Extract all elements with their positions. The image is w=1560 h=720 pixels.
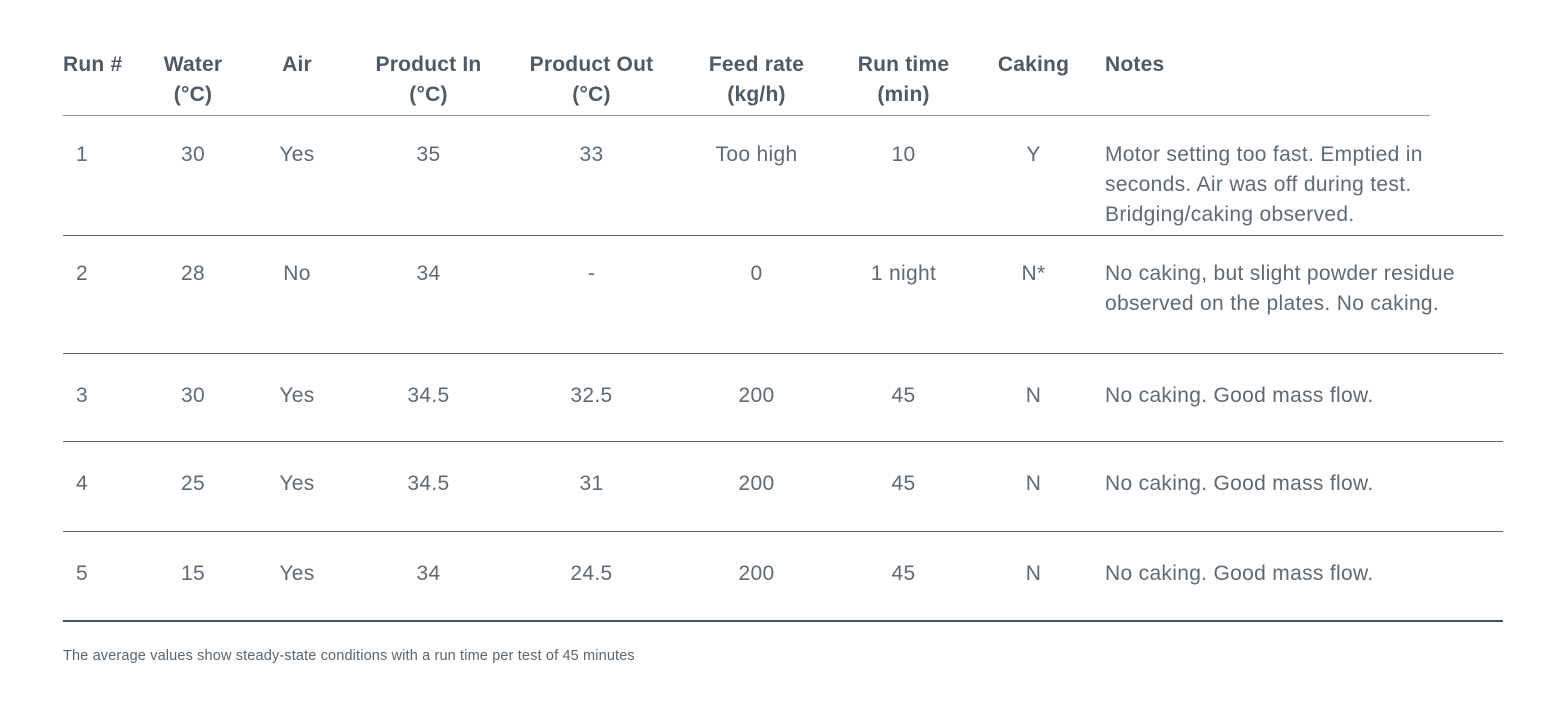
cell-feed-rate: 0: [750, 261, 763, 285]
cell-water: 30: [181, 143, 205, 166]
cell-caking: Y: [1026, 143, 1041, 166]
cell-notes: Motor setting too fast. Emptied in secon…: [1105, 143, 1423, 226]
table-body: 1 30 Yes 35 33 Too high 10 Y Motor setti…: [63, 117, 1503, 621]
column-label: Water: [163, 53, 223, 76]
column-unit: (°C): [409, 83, 448, 106]
column-header-caking: Caking: [967, 48, 1100, 117]
test-runs-table: Run # Water (°C) Air Product In (°C) Produ…: [63, 48, 1503, 622]
table-row-5: 5 15 Yes 34 24.5 200 45 N No caking. Goo…: [63, 531, 1503, 621]
column-header-feed-rate: Feed rate (kg/h): [673, 48, 840, 117]
cell-product-in: 34: [416, 561, 441, 585]
column-header-air: Air: [247, 48, 347, 117]
table-row-1: 1 30 Yes 35 33 Too high 10 Y Motor setti…: [63, 117, 1503, 235]
cell-run: 4: [76, 471, 88, 495]
cell-air: Yes: [279, 143, 315, 166]
table-header: Run # Water (°C) Air Product In (°C) Produ…: [63, 48, 1503, 117]
cell-run: 3: [76, 383, 88, 407]
header-row: Run # Water (°C) Air Product In (°C) Produ…: [63, 48, 1503, 117]
cell-product-in: 34.5: [407, 383, 450, 407]
column-unit: (°C): [572, 83, 611, 106]
cell-product-out: 24.5: [570, 561, 613, 585]
column-label: Product Out: [529, 53, 654, 76]
cell-run: 1: [76, 143, 88, 166]
table-row-4: 4 25 Yes 34.5 31 200 45 N No caking. Goo…: [63, 441, 1503, 531]
cell-run-time: 45: [891, 383, 916, 407]
cell-caking: N: [1025, 471, 1042, 495]
column-header-product-out: Product Out (°C): [510, 48, 673, 117]
cell-product-out: 31: [579, 471, 604, 495]
cell-product-out: 32.5: [570, 383, 613, 407]
column-label: Caking: [997, 53, 1070, 76]
cell-run-time: 1 night: [870, 261, 937, 285]
cell-caking: N*: [1021, 261, 1046, 285]
column-label: Run #: [63, 53, 123, 76]
column-header-run: Run #: [63, 48, 139, 117]
cell-run-time: 45: [891, 471, 916, 495]
column-label: Feed rate: [708, 53, 805, 76]
cell-product-in: 34: [416, 261, 441, 285]
cell-air: Yes: [279, 561, 315, 585]
cell-notes: No caking. Good mass flow.: [1105, 471, 1374, 495]
column-header-product-in: Product In (°C): [347, 48, 510, 117]
cell-feed-rate: 200: [738, 561, 775, 585]
cell-notes: No caking, but slight powder residue obs…: [1105, 261, 1455, 315]
cell-air: Yes: [279, 471, 315, 495]
cell-air: No: [283, 261, 311, 285]
column-unit: (kg/h): [727, 83, 786, 106]
column-label: Air: [282, 53, 312, 76]
table-row-3: 3 30 Yes 34.5 32.5 200 45 N No caking. G…: [63, 353, 1503, 441]
cell-feed-rate: 200: [738, 471, 775, 495]
cell-run-time: 10: [891, 143, 916, 166]
column-header-water: Water (°C): [139, 48, 247, 117]
cell-product-out: -: [587, 261, 596, 285]
cell-feed-rate: Too high: [715, 143, 798, 166]
test-runs-table-wrap: Run # Water (°C) Air Product In (°C) Produ…: [63, 48, 1503, 622]
cell-run-time: 45: [891, 561, 916, 585]
column-unit: (°C): [173, 83, 213, 106]
cell-product-in: 35: [416, 143, 441, 166]
cell-water: 30: [181, 383, 205, 407]
cell-water: 15: [181, 561, 205, 585]
column-label: Notes: [1105, 53, 1165, 76]
cell-air: Yes: [279, 383, 315, 407]
cell-feed-rate: 200: [738, 383, 775, 407]
column-unit: (min): [877, 83, 930, 106]
header-underline: [63, 115, 1430, 116]
column-label: Run time: [857, 53, 950, 76]
column-label: Product In: [375, 53, 482, 76]
cell-product-in: 34.5: [407, 471, 450, 495]
cell-notes: No caking. Good mass flow.: [1105, 561, 1374, 585]
cell-run: 2: [76, 261, 88, 285]
cell-water: 25: [181, 471, 205, 495]
column-header-run-time: Run time (min): [840, 48, 967, 117]
cell-caking: N: [1025, 561, 1042, 585]
cell-run: 5: [76, 561, 88, 585]
cell-caking: N: [1025, 383, 1042, 407]
column-header-notes: Notes: [1100, 48, 1503, 117]
table-row-2: 2 28 No 34 - 0 1 night N* No caking, but…: [63, 235, 1503, 353]
cell-water: 28: [181, 261, 205, 285]
table-footnote: The average values show steady-state con…: [63, 648, 635, 664]
cell-product-out: 33: [579, 143, 604, 166]
cell-notes: No caking. Good mass flow.: [1105, 383, 1374, 407]
